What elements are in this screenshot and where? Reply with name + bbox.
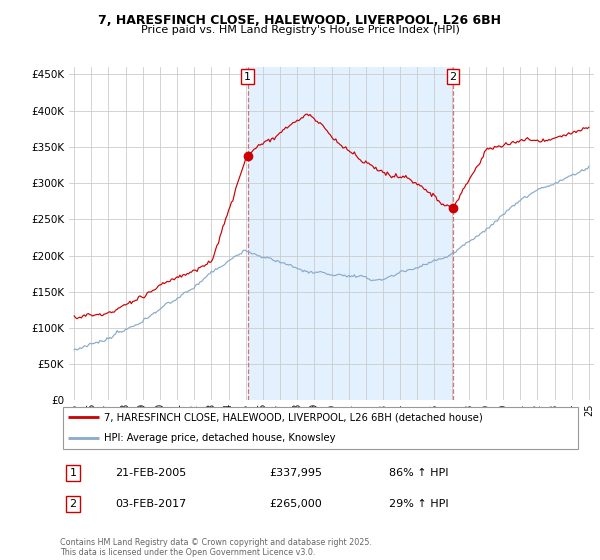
Text: 03-FEB-2017: 03-FEB-2017: [115, 499, 186, 509]
Text: 7, HARESFINCH CLOSE, HALEWOOD, LIVERPOOL, L26 6BH: 7, HARESFINCH CLOSE, HALEWOOD, LIVERPOOL…: [98, 14, 502, 27]
Text: 1: 1: [244, 72, 251, 82]
FancyBboxPatch shape: [62, 407, 578, 449]
Text: 86% ↑ HPI: 86% ↑ HPI: [389, 468, 448, 478]
Text: Price paid vs. HM Land Registry's House Price Index (HPI): Price paid vs. HM Land Registry's House …: [140, 25, 460, 35]
Text: £265,000: £265,000: [269, 499, 322, 509]
Text: 21-FEB-2005: 21-FEB-2005: [115, 468, 186, 478]
Text: 7, HARESFINCH CLOSE, HALEWOOD, LIVERPOOL, L26 6BH (detached house): 7, HARESFINCH CLOSE, HALEWOOD, LIVERPOOL…: [104, 412, 483, 422]
Text: 29% ↑ HPI: 29% ↑ HPI: [389, 499, 448, 509]
Bar: [248, 67, 453, 400]
Text: Contains HM Land Registry data © Crown copyright and database right 2025.
This d: Contains HM Land Registry data © Crown c…: [60, 538, 372, 557]
Text: 2: 2: [449, 72, 457, 82]
Text: 2: 2: [70, 499, 77, 509]
Text: £337,995: £337,995: [269, 468, 322, 478]
Text: HPI: Average price, detached house, Knowsley: HPI: Average price, detached house, Know…: [104, 433, 336, 444]
Text: 1: 1: [70, 468, 77, 478]
